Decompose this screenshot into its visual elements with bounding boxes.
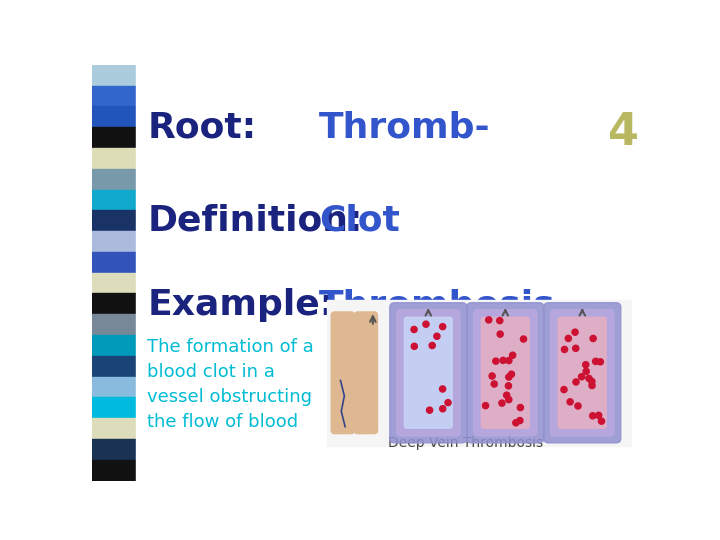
FancyBboxPatch shape: [354, 312, 377, 434]
Circle shape: [440, 323, 446, 330]
Circle shape: [482, 402, 489, 409]
Circle shape: [575, 403, 581, 409]
Circle shape: [439, 386, 446, 392]
Circle shape: [503, 392, 510, 398]
Circle shape: [583, 368, 589, 374]
Circle shape: [440, 406, 446, 412]
Text: Thromb-: Thromb-: [319, 111, 490, 145]
Circle shape: [492, 358, 499, 364]
Circle shape: [589, 382, 595, 389]
Text: Example:: Example:: [148, 288, 334, 322]
Circle shape: [589, 379, 595, 384]
Circle shape: [411, 343, 418, 349]
Bar: [92, 397, 137, 418]
Circle shape: [499, 400, 505, 406]
Circle shape: [505, 383, 511, 389]
Circle shape: [590, 413, 596, 419]
Bar: [92, 190, 137, 211]
Bar: [92, 168, 137, 190]
Circle shape: [423, 321, 429, 327]
Circle shape: [593, 358, 599, 365]
Circle shape: [508, 371, 515, 377]
Circle shape: [567, 399, 573, 405]
Bar: [92, 252, 137, 273]
Circle shape: [573, 379, 579, 385]
Circle shape: [572, 329, 578, 335]
Circle shape: [572, 345, 579, 352]
FancyBboxPatch shape: [390, 303, 467, 443]
Bar: [92, 314, 137, 335]
Circle shape: [505, 396, 512, 403]
Circle shape: [598, 418, 605, 424]
Bar: [92, 335, 137, 356]
Circle shape: [500, 357, 506, 363]
Circle shape: [590, 335, 596, 342]
Circle shape: [582, 362, 589, 368]
Text: The formation of a
blood clot in a
vessel obstructing
the flow of blood: The formation of a blood clot in a vesse…: [148, 338, 314, 431]
Bar: [92, 231, 137, 252]
Circle shape: [510, 352, 516, 359]
Circle shape: [486, 317, 492, 323]
Bar: [92, 356, 137, 377]
Bar: [92, 127, 137, 148]
Text: Root:: Root:: [148, 111, 256, 145]
Bar: [330, 307, 388, 434]
FancyBboxPatch shape: [551, 309, 614, 436]
Bar: [92, 439, 137, 460]
FancyBboxPatch shape: [474, 309, 537, 436]
Bar: [92, 377, 137, 397]
Bar: [92, 294, 137, 314]
Bar: [92, 148, 137, 168]
Circle shape: [513, 420, 519, 426]
Text: 4: 4: [608, 111, 639, 154]
Bar: [92, 85, 137, 106]
Text: Deep Vein Thrombosis: Deep Vein Thrombosis: [388, 436, 544, 450]
Circle shape: [586, 375, 592, 381]
Bar: [92, 65, 137, 85]
Circle shape: [505, 357, 512, 363]
Circle shape: [579, 374, 585, 380]
Text: Thrombosis: Thrombosis: [319, 288, 556, 322]
Circle shape: [426, 407, 433, 413]
Circle shape: [561, 387, 567, 393]
Circle shape: [521, 336, 526, 342]
FancyBboxPatch shape: [331, 312, 354, 434]
Circle shape: [497, 331, 503, 337]
Circle shape: [518, 404, 523, 410]
Bar: [327, 300, 631, 446]
Bar: [92, 273, 137, 294]
FancyBboxPatch shape: [397, 309, 460, 436]
Circle shape: [491, 381, 498, 387]
Circle shape: [434, 333, 440, 339]
Circle shape: [595, 412, 602, 418]
Circle shape: [565, 335, 572, 341]
Circle shape: [489, 373, 495, 379]
Circle shape: [411, 326, 417, 333]
FancyBboxPatch shape: [467, 303, 544, 443]
Circle shape: [562, 346, 567, 353]
Circle shape: [597, 359, 603, 365]
Circle shape: [517, 417, 523, 423]
FancyBboxPatch shape: [559, 318, 606, 428]
Circle shape: [505, 374, 512, 380]
Bar: [92, 418, 137, 439]
FancyBboxPatch shape: [405, 318, 452, 428]
Bar: [92, 210, 137, 231]
Bar: [92, 460, 137, 481]
Text: Definition:: Definition:: [148, 204, 363, 238]
FancyBboxPatch shape: [544, 303, 621, 443]
Circle shape: [445, 400, 451, 406]
Circle shape: [497, 318, 503, 323]
Circle shape: [429, 342, 436, 349]
FancyBboxPatch shape: [482, 318, 529, 428]
Bar: [92, 106, 137, 127]
Text: Clot: Clot: [319, 204, 400, 238]
